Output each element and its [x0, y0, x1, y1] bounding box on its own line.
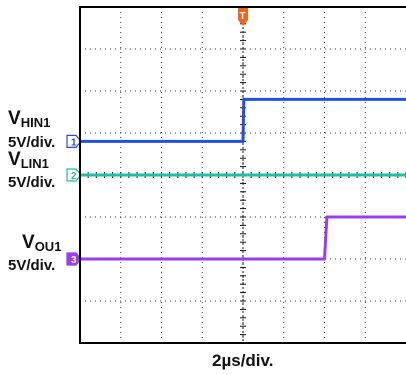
channel-marker-number: 2 — [71, 171, 77, 182]
ch3-name-label: VOU1 — [22, 232, 62, 254]
trace-ch1 — [80, 97, 406, 143]
ch1-scale-label: 5V/div. — [8, 134, 56, 151]
channel-marker-number: 1 — [71, 137, 77, 148]
waveform-traces — [80, 97, 406, 261]
ch2-name-label: VLIN1 — [8, 149, 49, 171]
channel-3-marker: 3 — [66, 252, 82, 266]
trigger-marker-shape — [238, 8, 248, 26]
channel-marker-number: 3 — [71, 255, 77, 266]
channel-marker-shape — [66, 252, 82, 266]
timebase-label: 2µs/div. — [212, 351, 274, 370]
channel-marker-shape — [66, 134, 82, 148]
ch1-name-label: VHIN1 — [8, 108, 51, 130]
trigger-marker-label: T — [240, 11, 246, 22]
trace-ch3 — [80, 215, 406, 261]
trigger-marker: T — [238, 8, 248, 26]
channel-2-marker: 2 — [66, 168, 82, 182]
plot-frame — [79, 6, 406, 344]
channel-marker-shape — [66, 168, 82, 182]
ch2-scale-label: 5V/div. — [8, 174, 56, 191]
channel-markers: 1 2 3 — [66, 134, 82, 266]
ch3-scale-label: 5V/div. — [8, 257, 56, 274]
channel-1-marker: 1 — [66, 134, 82, 148]
